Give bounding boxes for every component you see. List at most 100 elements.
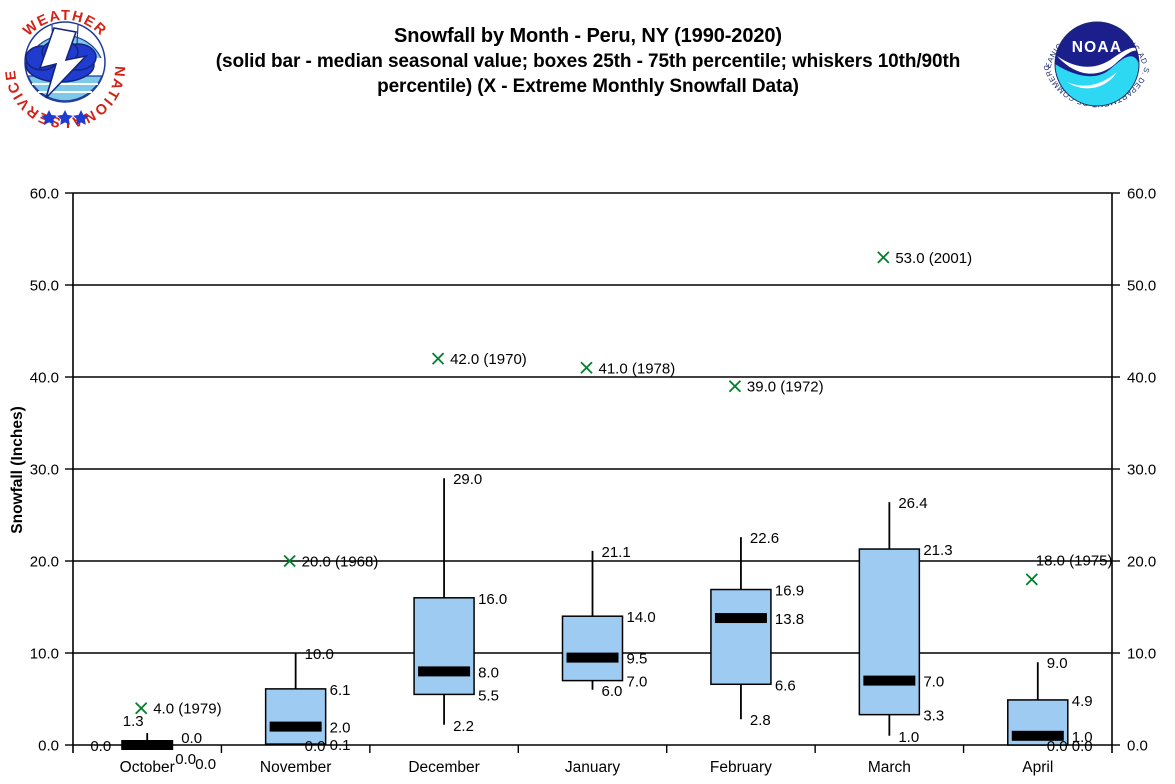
median-bar	[1011, 730, 1064, 741]
whisker-high-label: 29.0	[453, 471, 482, 488]
extreme-marker-november	[283, 554, 296, 568]
whisker-low-label: 0.0	[1047, 738, 1068, 755]
extreme-x-icon	[728, 380, 742, 393]
boxplot-october[interactable]	[121, 733, 174, 750]
title-line-1: Snowfall by Month - Peru, NY (1990-2020)	[394, 25, 782, 47]
extreme-value-label: 20.0 (1968)	[302, 554, 379, 571]
y-tick-label-right: 40.0	[1127, 370, 1156, 387]
whisker-high-label: 9.0	[1047, 655, 1068, 672]
boxplot-november[interactable]	[264, 653, 327, 745]
median-label: 13.8	[775, 611, 804, 628]
y-tick-label-left: 30.0	[30, 462, 59, 479]
q1-label: 3.3	[923, 708, 944, 725]
median-bar	[418, 666, 471, 677]
noaa-wordmark: NOAA	[1072, 39, 1122, 56]
y-tick-label-right: 30.0	[1127, 462, 1156, 479]
chart-title: Snowfall by Month - Peru, NY (1990-2020)…	[138, 24, 1038, 99]
extreme-value-label: 39.0 (1972)	[747, 379, 824, 396]
extreme-value-label: 42.0 (1970)	[450, 351, 527, 368]
boxplot-december[interactable]	[413, 478, 475, 725]
whisker-low-label: 0.0	[90, 738, 111, 755]
gridlines-group	[73, 192, 1112, 746]
q3-label: 14.0	[627, 609, 656, 626]
q3-label: 6.1	[330, 682, 351, 699]
extreme-marker-january	[580, 361, 593, 374]
boxplot-march[interactable]	[858, 502, 921, 736]
extreme-marker-october	[135, 702, 148, 715]
box-iqr[interactable]	[710, 588, 772, 686]
extreme-x-icon	[580, 361, 593, 374]
extreme-marker-february	[728, 380, 742, 393]
x-axis-label-october: October	[120, 759, 175, 776]
q3-label: 0.0	[181, 730, 202, 747]
x-axis-ticks	[220, 745, 965, 753]
whisker-high-label: 26.4	[898, 495, 927, 512]
boxplot-february[interactable]	[710, 537, 772, 720]
median-label: 8.0	[478, 664, 499, 681]
x-axis-label-april: April	[1022, 759, 1053, 776]
chart-header: WEATHER NATIONAL SERVICE	[0, 0, 1175, 140]
boxplot-january[interactable]	[561, 550, 624, 690]
median-bar	[863, 675, 916, 686]
whisker-high-label: 21.1	[602, 544, 631, 561]
box-iqr[interactable]	[413, 597, 475, 696]
nws-logo-svg: WEATHER NATIONAL SERVICE	[3, 5, 126, 130]
extreme-x-icon	[728, 380, 742, 393]
whisker-low-label: 6.0	[602, 683, 623, 700]
q3-label: 16.9	[775, 583, 804, 600]
boxplot-april[interactable]	[1007, 662, 1069, 746]
whisker-low-label: 0.0	[305, 738, 326, 755]
extreme-marker-march	[877, 251, 890, 264]
median-label: 9.5	[627, 651, 648, 668]
extreme-value-label: 41.0 (1978)	[599, 360, 676, 377]
y-tick-label-right: 10.0	[1127, 646, 1156, 663]
y-tick-label-left: 40.0	[30, 370, 59, 387]
x-axis-labels: October November December January February Ma…	[120, 759, 1054, 776]
box-iqr[interactable]	[1007, 699, 1069, 746]
y-axis-title: Snowfall (Inches)	[9, 406, 26, 533]
y-axis-left-ticks: 0.0 10.0 20.0 30.0 40.0 50.0 60.0	[30, 186, 59, 755]
x-axis-label-february: February	[710, 759, 772, 776]
y-tick-label-left: 20.0	[30, 554, 59, 571]
title-line-3: percentile) (X - Extreme Monthly Snowfal…	[377, 76, 799, 97]
box-iqr[interactable]	[858, 548, 921, 716]
extreme-x-icon	[135, 702, 148, 715]
q1-label: 0.1	[330, 737, 351, 754]
median-label: 7.0	[923, 674, 944, 691]
boxplots-group: 0.0 0.00.0 0.01.34.0 (1979)6.12.00.110.00.…	[90, 250, 1112, 773]
box-iqr[interactable]	[264, 688, 327, 745]
extreme-x-icon	[135, 702, 148, 715]
extreme-x-icon	[1025, 573, 1038, 586]
whisker-high-label: 22.6	[750, 530, 779, 547]
whisker-high-label: 10.0	[305, 646, 334, 663]
q3-label: 16.0	[478, 591, 507, 608]
q1-label: 0.0	[195, 756, 216, 773]
median-bar	[269, 721, 322, 732]
extreme-x-icon	[877, 251, 890, 264]
x-axis-label-december: December	[408, 759, 480, 776]
extreme-x-icon	[580, 361, 593, 374]
y-tick-label-left: 60.0	[30, 186, 59, 203]
extreme-value-label: 4.0 (1979)	[153, 701, 221, 718]
median-bar	[566, 652, 619, 663]
title-line-2: (solid bar - median seasonal value; boxe…	[215, 51, 961, 72]
median-bar	[121, 740, 174, 750]
q1-label: 7.0	[627, 674, 648, 691]
extreme-value-label: 18.0 (1975)	[1036, 552, 1113, 569]
box-iqr[interactable]	[561, 615, 624, 682]
extreme-marker-april	[1025, 573, 1038, 586]
x-axis-label-january: January	[565, 759, 620, 776]
q1-label: 0.0	[1072, 738, 1093, 755]
y-tick-label-left: 10.0	[30, 646, 59, 663]
y-tick-label-left: 50.0	[30, 278, 59, 295]
x-axis-label-november: November	[260, 759, 332, 776]
extreme-x-icon	[877, 251, 890, 264]
median-label: 1.0	[1072, 729, 1093, 746]
extreme-x-icon	[431, 352, 445, 365]
q1-label: 6.6	[775, 677, 796, 694]
extreme-value-label: 53.0 (2001)	[895, 250, 972, 267]
nws-logo: WEATHER NATIONAL SERVICE	[2, 2, 128, 130]
median-label: 2.0	[330, 720, 351, 737]
noaa-logo-svg: NATIONAL OCEANIC AND ATMOSPHERIC ADMINIS…	[1034, 0, 1155, 122]
median-label: 0.0	[175, 751, 196, 768]
